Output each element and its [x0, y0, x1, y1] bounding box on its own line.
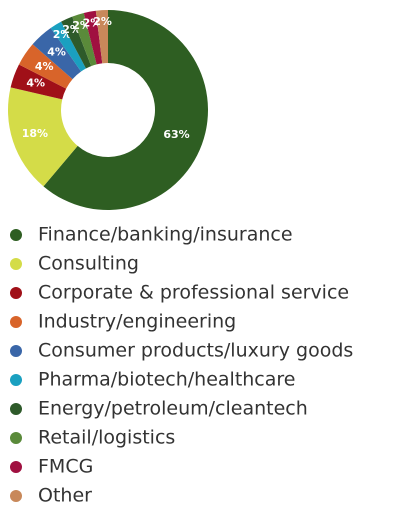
slice-label: 4%	[35, 60, 54, 73]
legend-text: Retail/logistics	[38, 427, 175, 449]
legend-marker	[10, 258, 22, 270]
legend-marker	[10, 345, 22, 357]
slice	[72, 12, 97, 67]
slice	[50, 21, 86, 72]
legend-text: Consulting	[38, 253, 139, 275]
legend-marker	[10, 316, 22, 328]
slice-label: 2%	[93, 15, 112, 28]
legend-text: Other	[38, 485, 92, 507]
legend-text: Energy/petroleum/cleantech	[38, 398, 308, 420]
slice-label: 18%	[22, 127, 48, 140]
slice	[7, 87, 78, 187]
slice-label: 2%	[83, 16, 102, 29]
legend-marker	[10, 374, 22, 386]
legend-text: Corporate & professional service	[38, 282, 349, 304]
legend-marker	[10, 461, 22, 473]
legend-text: Industry/engineering	[38, 311, 236, 333]
slice	[95, 10, 108, 64]
legend-text: Pharma/biotech/healthcare	[38, 369, 295, 391]
legend-marker	[10, 432, 22, 444]
slice	[18, 44, 73, 89]
slice	[10, 64, 67, 100]
slice	[43, 10, 208, 211]
legend-marker	[10, 229, 22, 241]
legend-text: Finance/banking/insurance	[38, 224, 293, 246]
legend-marker	[10, 403, 22, 415]
slice	[32, 28, 82, 80]
slice-label: 4%	[47, 46, 66, 59]
slice-label: 4%	[26, 77, 45, 90]
legend-text: Consumer products/luxury goods	[38, 340, 353, 362]
legend-marker	[10, 490, 22, 502]
slice	[61, 16, 92, 69]
slice	[83, 10, 103, 65]
legend-text: FMCG	[38, 456, 93, 478]
legend-marker	[10, 287, 22, 299]
slice-label: 63%	[163, 128, 189, 141]
